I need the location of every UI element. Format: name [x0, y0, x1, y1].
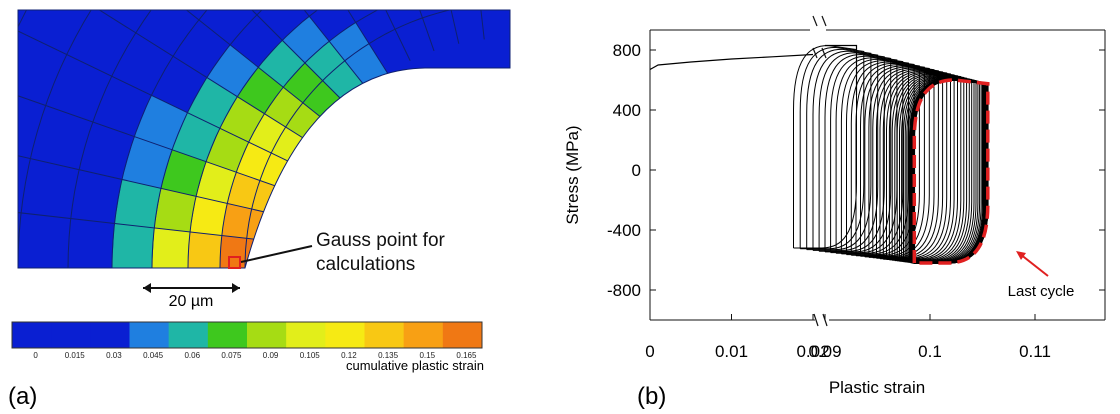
x-tick-label: 0.1 — [918, 342, 942, 361]
scale-bar: 20 µm — [143, 283, 240, 310]
x-axis-label: Plastic strain — [829, 378, 925, 397]
x-tick-label: 0.11 — [1019, 342, 1051, 361]
colorbar-tick-label: 0 — [33, 351, 38, 360]
last-cycle-label: Last cycle — [1008, 283, 1075, 300]
colorbar-swatch — [51, 322, 91, 348]
colorbar-tick-label: 0.075 — [221, 351, 242, 360]
colorbar-tick-label: 0.06 — [184, 351, 200, 360]
colorbar-tick-label: 0.03 — [106, 351, 122, 360]
x-tick-label: 0.01 — [715, 342, 748, 361]
panel-a: Gauss point for calculations 20 µm 0 0.01… — [0, 0, 510, 410]
colorbar-swatch — [169, 322, 209, 348]
colorbar-swatch — [12, 322, 52, 348]
y-axis-label: Stress (MPa) — [563, 125, 582, 224]
panel-b-label: (b) — [637, 383, 666, 410]
y-tick-label: -400 — [607, 221, 641, 240]
x-tick-label: 0.09 — [808, 342, 841, 361]
gauss-point-annotation: Gauss point for calculations — [316, 230, 450, 275]
colorbar-swatch — [325, 322, 365, 348]
monotonic-curve — [650, 55, 813, 70]
y-tick-label: 0 — [632, 161, 641, 180]
contour-cell — [112, 223, 154, 268]
contour-cell — [188, 232, 222, 268]
scale-bar-label: 20 µm — [169, 293, 214, 310]
annotation-leader-line — [241, 246, 312, 262]
panel-a-label: (a) — [8, 383, 37, 410]
colorbar-swatch — [404, 322, 444, 348]
y-tick-label: 400 — [613, 101, 641, 120]
colorbar-swatch — [90, 322, 130, 348]
colorbar-tick-label: 0.09 — [263, 351, 279, 360]
contour-cell — [152, 228, 190, 268]
colorbar: 0 0.015 0.03 0.045 0.06 0.075 0.09 0.105 0.12 0.1… — [12, 322, 484, 373]
colorbar-tick-label: 0.015 — [65, 351, 86, 360]
colorbar-swatch — [208, 322, 248, 348]
colorbar-swatch — [247, 322, 287, 348]
colorbar-swatch — [443, 322, 483, 348]
x-tick-label: 0 — [645, 342, 654, 361]
colorbar-tick-label: 0.105 — [300, 351, 321, 360]
contour-cell — [220, 236, 311, 269]
colorbar-swatch — [365, 322, 405, 348]
stress-strain-curves — [650, 46, 988, 264]
colorbar-swatch — [130, 322, 170, 348]
x-axis-ticks: 0 0.01 0.020.09 0.1 0.11 — [645, 314, 1051, 361]
y-tick-label: 800 — [613, 41, 641, 60]
colorbar-title: cumulative plastic strain — [346, 358, 484, 373]
last-cycle-arrow — [1020, 254, 1048, 276]
y-tick-label: -800 — [607, 281, 641, 300]
colorbar-tick-label: 0.045 — [143, 351, 164, 360]
colorbar-swatch — [286, 322, 326, 348]
